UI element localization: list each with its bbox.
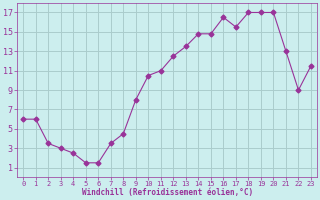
X-axis label: Windchill (Refroidissement éolien,°C): Windchill (Refroidissement éolien,°C) [82, 188, 253, 197]
